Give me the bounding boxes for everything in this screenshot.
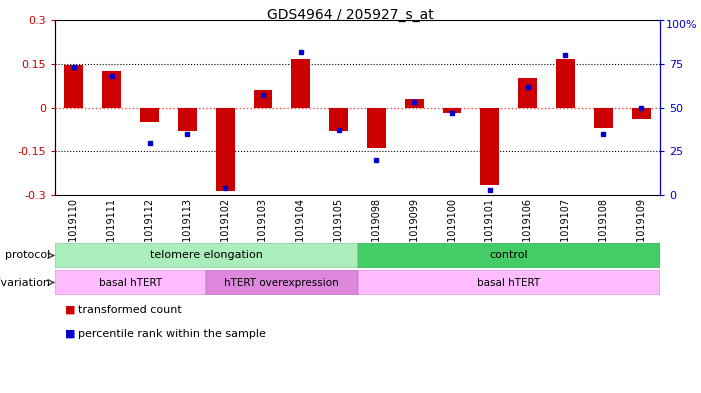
Text: protocol: protocol	[5, 250, 50, 261]
Text: basal hTERT: basal hTERT	[99, 277, 162, 288]
Text: control: control	[489, 250, 528, 261]
Text: percentile rank within the sample: percentile rank within the sample	[78, 329, 266, 339]
Bar	[329, 108, 348, 131]
Text: genotype/variation: genotype/variation	[0, 277, 50, 288]
Bar	[404, 99, 423, 108]
Bar	[358, 270, 660, 295]
Text: basal hTERT: basal hTERT	[477, 277, 540, 288]
Text: ■: ■	[65, 329, 76, 339]
Bar	[480, 108, 499, 185]
Text: 100%: 100%	[665, 20, 697, 30]
Bar	[140, 108, 159, 122]
Bar	[292, 59, 311, 108]
Bar	[254, 90, 273, 108]
Text: hTERT overexpression: hTERT overexpression	[224, 277, 339, 288]
Bar	[102, 71, 121, 108]
Bar	[216, 108, 235, 191]
Text: ■: ■	[65, 305, 76, 315]
Bar	[556, 59, 575, 108]
Bar	[632, 108, 651, 119]
Bar	[367, 108, 386, 148]
Bar	[518, 78, 537, 108]
Bar	[55, 270, 206, 295]
Bar	[594, 108, 613, 128]
Text: GDS4964 / 205927_s_at: GDS4964 / 205927_s_at	[267, 8, 434, 22]
Bar	[64, 65, 83, 108]
Bar	[442, 108, 461, 113]
Bar	[206, 270, 358, 295]
Bar	[358, 243, 660, 268]
Bar	[55, 243, 358, 268]
Text: transformed count: transformed count	[78, 305, 182, 315]
Bar	[178, 108, 197, 131]
Text: telomere elongation: telomere elongation	[150, 250, 263, 261]
